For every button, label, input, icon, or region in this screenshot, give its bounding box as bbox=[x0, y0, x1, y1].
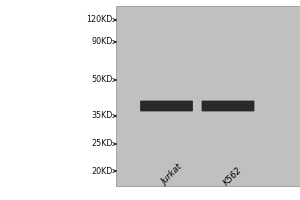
Text: Jurkat: Jurkat bbox=[160, 163, 184, 187]
Bar bbox=[116, 6, 300, 186]
Text: 35KD: 35KD bbox=[91, 111, 116, 120]
Text: 50KD: 50KD bbox=[91, 75, 116, 84]
Text: 120KD: 120KD bbox=[86, 16, 116, 24]
FancyBboxPatch shape bbox=[140, 101, 193, 111]
FancyBboxPatch shape bbox=[202, 101, 254, 111]
Text: 25KD: 25KD bbox=[91, 140, 116, 148]
Text: 90KD: 90KD bbox=[91, 38, 116, 46]
Text: K562: K562 bbox=[222, 165, 244, 187]
Text: 20KD: 20KD bbox=[91, 166, 116, 176]
